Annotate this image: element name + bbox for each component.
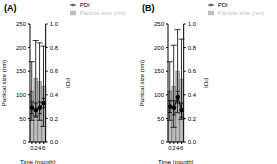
svg-text:100: 100 bbox=[154, 92, 165, 98]
html-text:0 2 4: 0 2 4 bbox=[30, 145, 42, 152]
svg-text:0.4: 0.4 bbox=[188, 92, 197, 98]
svg-text:PDI: PDI bbox=[203, 78, 209, 88]
svg-text:200: 200 bbox=[154, 45, 165, 51]
html-text:PDI: PDI bbox=[79, 2, 90, 8]
svg-text:1.0: 1.0 bbox=[188, 21, 197, 27]
svg-text:0.8: 0.8 bbox=[50, 45, 59, 51]
svg-text:0.2: 0.2 bbox=[50, 116, 59, 122]
html-text:(B): (B) bbox=[142, 3, 155, 13]
svg-text:6: 6 bbox=[180, 145, 184, 151]
svg-text:PDI: PDI bbox=[65, 78, 71, 88]
svg-text:0: 0 bbox=[161, 139, 165, 145]
svg-text:0.0: 0.0 bbox=[50, 139, 59, 145]
svg-text:0.8: 0.8 bbox=[188, 45, 197, 51]
svg-text:0.6: 0.6 bbox=[50, 68, 59, 74]
svg-text:0.0: 0.0 bbox=[188, 139, 197, 145]
svg-text:0: 0 bbox=[23, 139, 27, 145]
svg-text:200: 200 bbox=[16, 45, 27, 51]
svg-text:150: 150 bbox=[154, 68, 165, 74]
svg-text:Partical size (nm): Partical size (nm) bbox=[139, 60, 145, 106]
svg-text:Time (month): Time (month) bbox=[158, 159, 193, 164]
svg-text:Time (month): Time (month) bbox=[20, 159, 55, 164]
svg-text:50: 50 bbox=[157, 116, 164, 122]
html-text:Particle size (nm): Particle size (nm) bbox=[79, 10, 126, 16]
svg-text:100: 100 bbox=[16, 92, 27, 98]
svg-text:1.0: 1.0 bbox=[50, 21, 59, 27]
svg-text:6: 6 bbox=[42, 145, 46, 151]
svg-text:50: 50 bbox=[19, 116, 26, 122]
html-text:Particle size (nm): Particle size (nm) bbox=[217, 10, 264, 16]
html-text:(A): (A) bbox=[4, 3, 17, 13]
svg-text:250: 250 bbox=[16, 21, 27, 27]
svg-text:0.4: 0.4 bbox=[50, 92, 59, 98]
html-text:PDI: PDI bbox=[217, 2, 228, 8]
html-text:0 2 4: 0 2 4 bbox=[168, 145, 180, 152]
svg-text:150: 150 bbox=[16, 68, 27, 74]
svg-text:250: 250 bbox=[154, 21, 165, 27]
svg-text:0.2: 0.2 bbox=[188, 116, 197, 122]
svg-text:0.6: 0.6 bbox=[188, 68, 197, 74]
